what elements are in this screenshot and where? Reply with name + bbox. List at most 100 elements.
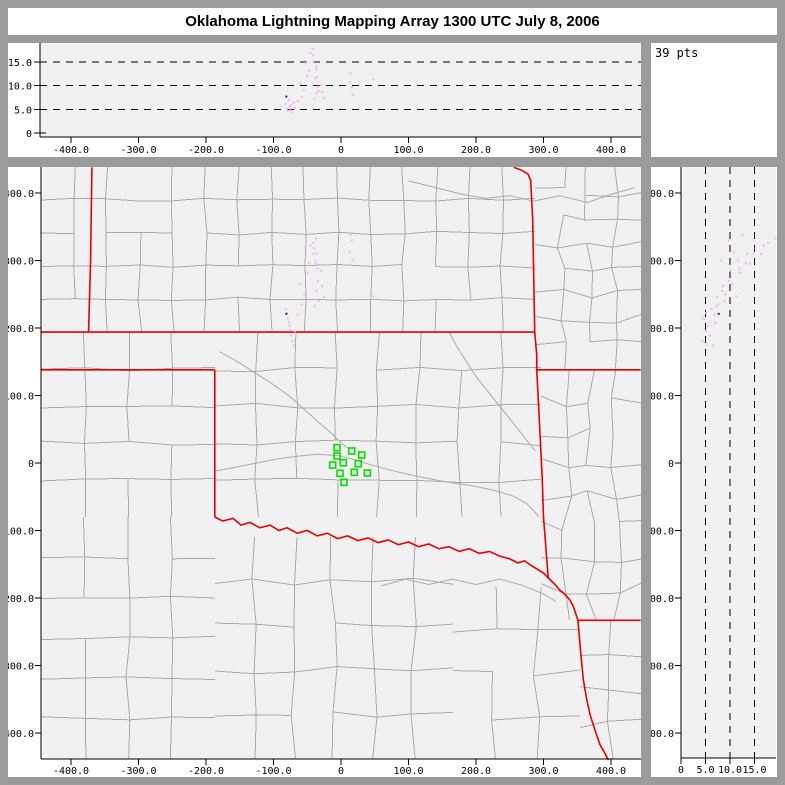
lightning-point [760,252,763,255]
lightning-point [715,305,718,308]
lightning-point [351,259,354,262]
station-marker [357,451,366,459]
lightning-point [746,252,749,255]
tick-label: 5.0 [696,765,714,776]
lightning-point [315,252,318,255]
lightning-point [285,95,288,98]
lightning-point [315,237,318,240]
lightning-point [724,293,727,296]
tick-label: 300.0 [528,145,558,156]
lightning-point [309,52,312,55]
lightning-point [286,317,289,320]
lightning-point [313,305,316,308]
lightning-point [314,259,317,262]
lightning-point [348,80,351,83]
lightning-point [719,259,722,262]
tick-label: 15.0 [742,765,766,776]
lightning-point [323,295,326,298]
tick-label: 0 [338,766,344,777]
lightning-point [732,251,735,254]
tick-label: 300.0 [8,257,34,268]
tick-label: -200.0 [651,594,674,605]
tick-label: -400.0 [53,145,89,156]
tick-label: -200.0 [188,766,224,777]
lightning-point [296,313,299,316]
lightning-point [288,321,291,324]
lightning-point [315,65,318,68]
lightning-point [284,308,287,311]
lightning-point [738,271,741,274]
county-boundaries [40,167,641,760]
lightning-point [744,262,747,265]
tick-label: -400.0 [8,729,34,740]
window-title: Oklahoma Lightning Mapping Array 1300 UT… [185,13,600,30]
lightning-point [315,92,318,95]
lightning-point [317,85,320,88]
lightning-point [703,329,706,332]
tick-label: -300.0 [120,766,156,777]
station-marker [340,478,348,487]
tick-label: -300.0 [120,145,156,156]
lightning-point [288,324,291,327]
tick-label: 300.0 [528,766,558,777]
lightning-point [314,77,317,80]
lightning-point [288,98,291,101]
tick-label: 400.0 [651,189,674,200]
lightning-point [292,101,295,104]
lightning-point [704,312,707,315]
lightning-point [317,89,320,92]
lightning-point [754,247,757,250]
tick-label: -400.0 [53,766,89,777]
tick-label: 300.0 [651,257,674,268]
lightning-point [296,99,299,102]
points-count-panel: 39 pts [651,43,777,157]
tick-label: 100.0 [651,392,674,403]
station-marker [339,458,348,467]
altitude-eastwest-panel: 0 5.0 10.0 15.0 -400.0 -300.0 -200.0 -100.0 0 100… [8,43,641,157]
station-marker [347,447,356,455]
altitude-northsouth-panel: 400.0 300.0 200.0 100.0 0 -100.0 -200.0 -300.0 -… [651,167,777,777]
lightning-point [731,283,734,286]
lightning-point [317,279,320,282]
lightning-point [291,339,294,342]
rivers [214,180,635,602]
lightning-point [351,93,354,96]
station-marker [350,468,359,477]
lightning-point [313,60,315,63]
lightning-point [705,330,708,333]
tick-label: -100.0 [8,527,34,538]
lightning-point [372,78,375,81]
lightning-point [312,252,315,255]
lightning-point [316,267,319,270]
lightning-point [752,252,755,255]
lightning-point [749,262,752,265]
plot-area [40,43,641,137]
lightning-point [321,285,324,288]
lma-stations [328,443,372,487]
lightning-point [710,308,713,311]
lightning-point [308,262,311,265]
points-count-label: 39 pts [655,46,699,60]
lightning-point [313,97,316,100]
tick-label: 0 [678,765,684,776]
lightning-point [316,75,319,78]
tick-label: 0 [26,129,32,140]
lightning-point [736,259,739,262]
tick-label: 10.0 [718,765,742,776]
lightning-point [302,89,305,92]
tick-label: 100.0 [393,145,423,156]
lightning-point [717,303,720,306]
tick-label: 400.0 [596,766,626,777]
lightning-point [716,295,719,298]
lightning-point [292,344,295,347]
lightning-point [350,239,353,242]
lightning-point [348,251,351,254]
lightning-point [302,293,305,296]
lightning-point [729,269,732,272]
lightning-point [372,295,375,298]
tick-label: 200.0 [8,324,34,335]
lightning-point [290,334,293,337]
lightning-point [289,329,292,332]
lightning-point [319,84,322,87]
tick-label: -400.0 [651,729,674,740]
